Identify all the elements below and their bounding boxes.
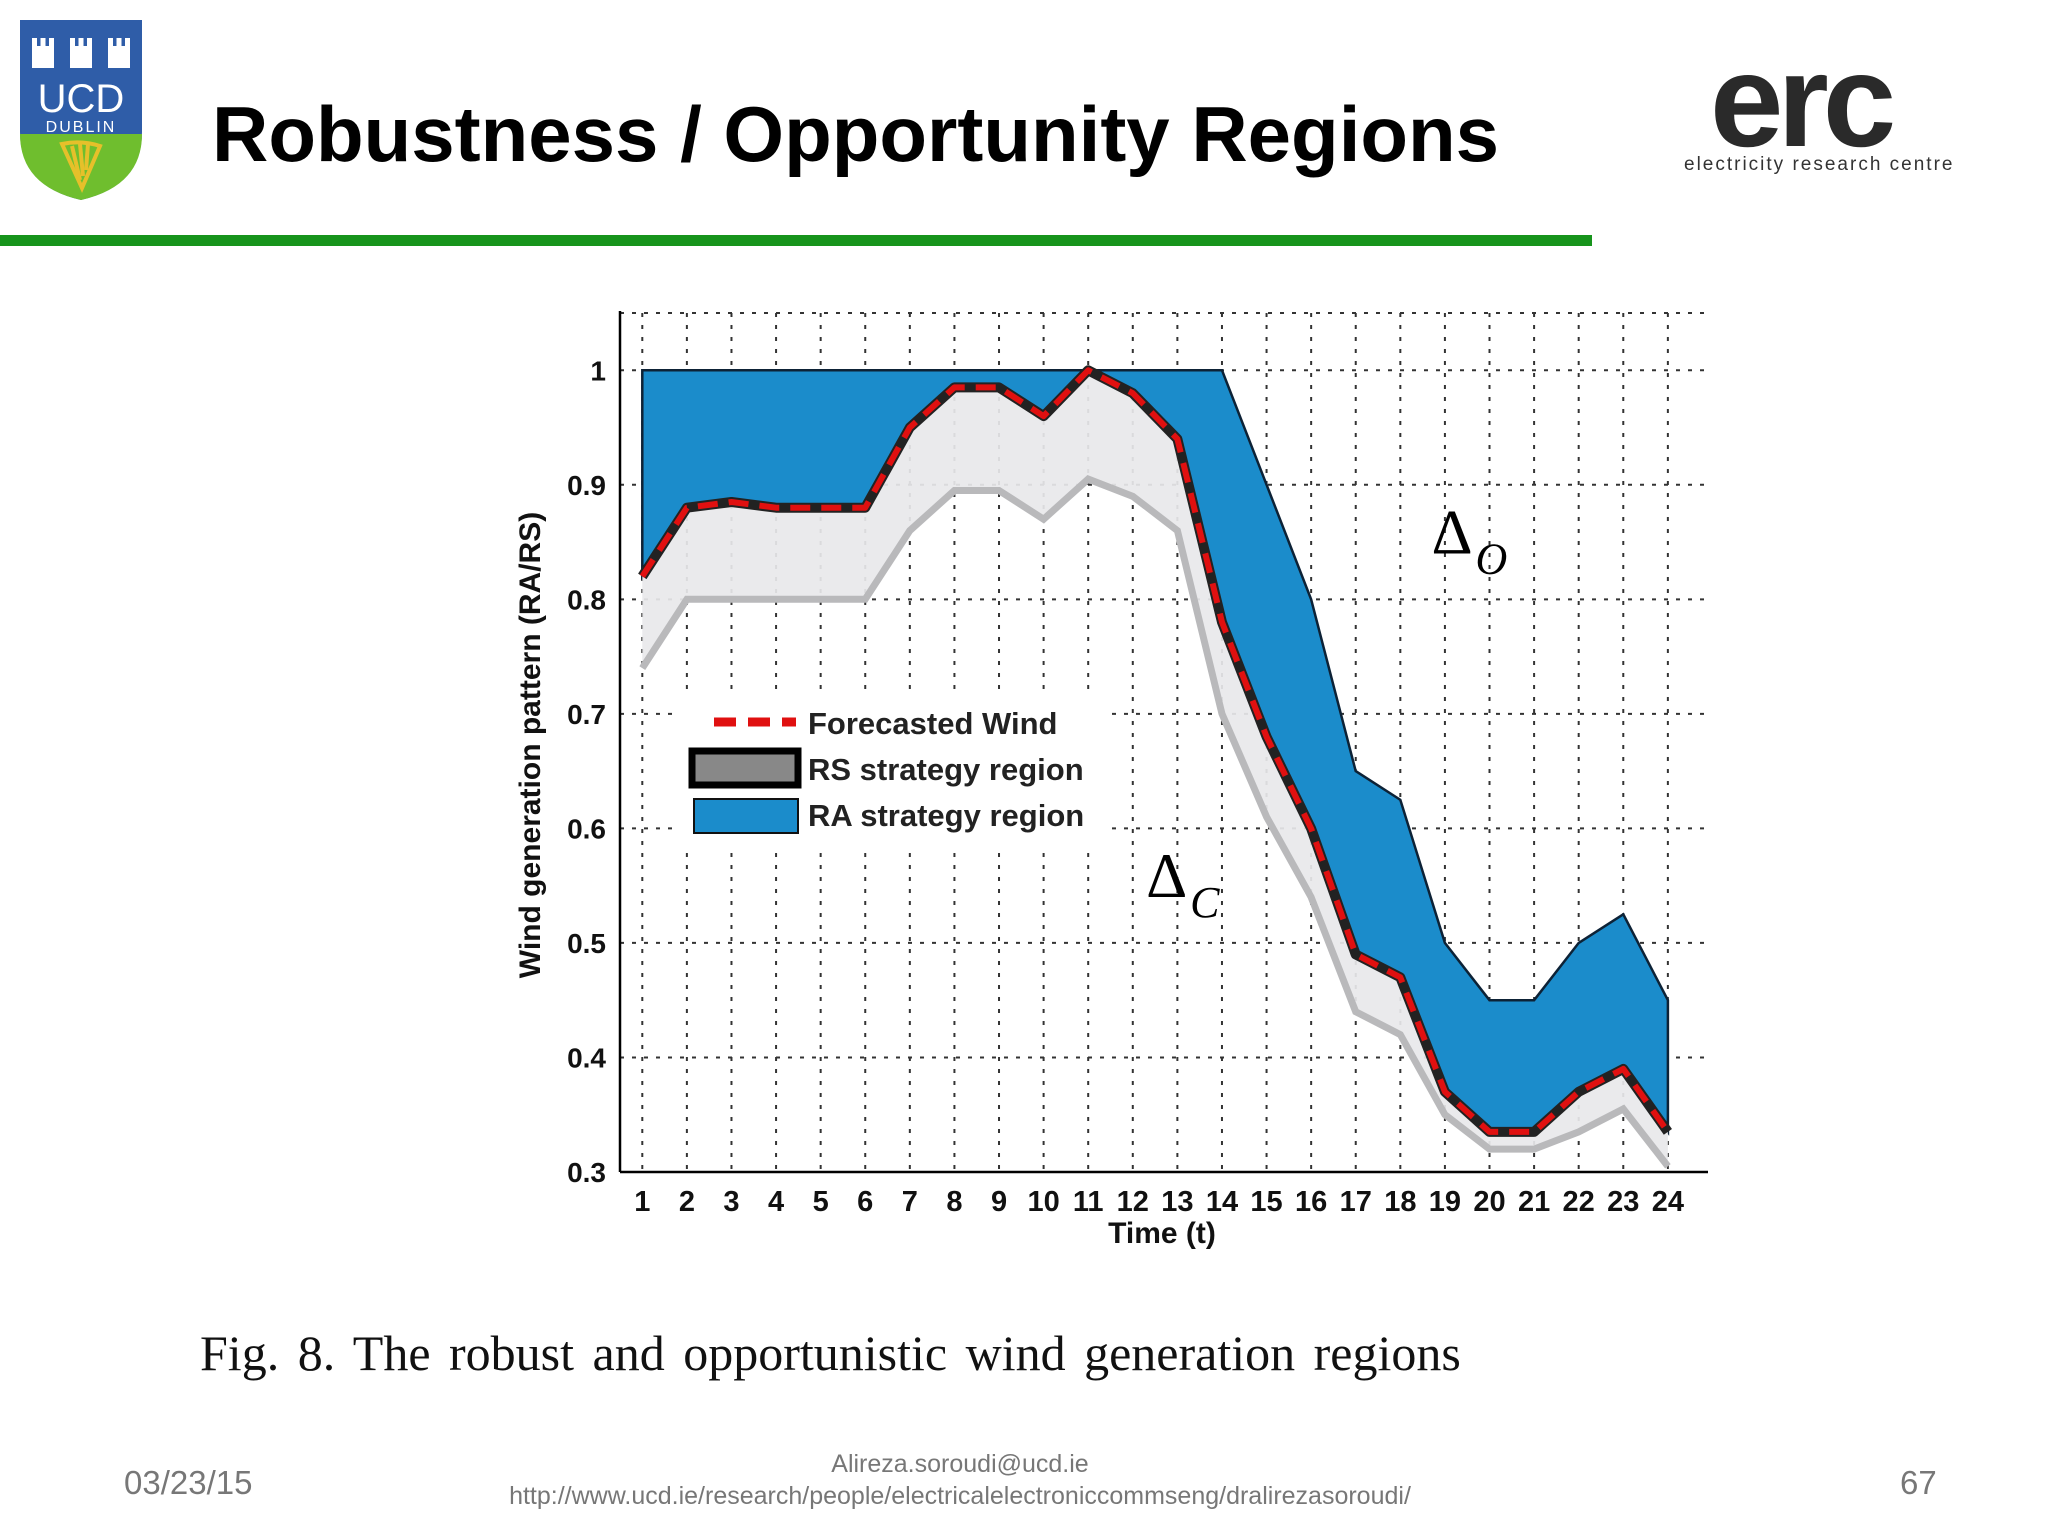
x-axis-label: Time (t) (1108, 1217, 1216, 1250)
y-tick-label: 0.3 (567, 1157, 606, 1188)
y-tick-labels: 0.3 0.4 0.5 0.6 0.7 0.8 0.9 1 (567, 355, 606, 1188)
legend-rs-swatch (688, 747, 802, 789)
erc-logo-subtitle: electricity research centre (1684, 154, 1955, 175)
footer-url[interactable]: http://www.ucd.ie/research/people/electr… (509, 1482, 1411, 1510)
x-tick-label: 7 (902, 1186, 918, 1218)
x-tick-label: 23 (1607, 1186, 1639, 1218)
delta-c-subscript: C (1190, 878, 1220, 927)
legend-ra-label: RA strategy region (808, 798, 1084, 833)
y-tick-label: 0.8 (567, 584, 606, 615)
y-tick-label: 0.5 (567, 928, 606, 959)
x-tick-label: 6 (857, 1186, 873, 1218)
castle-icon (32, 38, 130, 68)
y-tick-label: 0.4 (567, 1042, 606, 1073)
title-divider (0, 235, 1592, 246)
y-tick-label: 0.6 (567, 813, 606, 844)
x-tick-label: 11 (1073, 1186, 1104, 1218)
figure-caption: Fig. 8. The robust and opportunistic win… (200, 1325, 1461, 1381)
footer-page-number: 67 (1900, 1464, 1937, 1501)
x-tick-label: 19 (1429, 1186, 1461, 1218)
x-tick-label: 10 (1027, 1186, 1059, 1218)
y-tick-label: 1 (590, 355, 606, 386)
x-tick-label: 13 (1161, 1186, 1193, 1218)
delta-o-symbol: Δ (1432, 497, 1473, 568)
x-tick-label: 18 (1384, 1186, 1416, 1218)
x-tick-label: 24 (1652, 1186, 1684, 1218)
x-tick-labels: 1 2 3 4 5 6 7 8 9 10 11 12 13 14 15 16 17 18 19 20 21 22 23 24 (634, 1186, 1684, 1218)
x-tick-label: 4 (768, 1186, 784, 1218)
x-tick-label: 12 (1117, 1186, 1149, 1218)
x-tick-label: 2 (679, 1186, 695, 1218)
footer-email[interactable]: Alireza.soroudi@ucd.ie (831, 1450, 1089, 1478)
x-tick-label: 21 (1518, 1186, 1550, 1218)
x-tick-label: 15 (1250, 1186, 1282, 1218)
y-axis-label: Wind generation pattern (RA/RS) (514, 512, 547, 978)
ucd-logo-text: UCD (38, 77, 125, 121)
rs-region-lower-edge (639, 475, 1671, 1169)
x-tick-label: 22 (1563, 1186, 1595, 1218)
delta-c-symbol: Δ (1146, 840, 1187, 911)
legend-forecast-label: Forecasted Wind (808, 706, 1057, 741)
x-tick-label: 8 (946, 1186, 962, 1218)
footer-date: 03/23/15 (124, 1464, 253, 1501)
delta-c-annotation: Δ C (1146, 840, 1220, 927)
chart-axes (618, 311, 1708, 1174)
legend-ra-swatch (693, 798, 799, 834)
ucd-logo: UCD DUBLIN (20, 20, 142, 200)
x-tick-label: 17 (1340, 1186, 1372, 1218)
x-tick-label: 20 (1473, 1186, 1505, 1218)
ucd-logo-subtext: DUBLIN (46, 119, 117, 136)
erc-logo-text: erc (1710, 27, 1896, 174)
footer-contact: Alireza.soroudi@ucd.ie http://www.ucd.ie… (480, 1448, 1440, 1512)
x-tick-label: 1 (634, 1186, 650, 1218)
legend-rs-label: RS strategy region (808, 752, 1084, 787)
x-tick-label: 3 (723, 1186, 739, 1218)
x-tick-label: 16 (1295, 1186, 1327, 1218)
harp-icon (59, 140, 103, 193)
x-tick-label: 14 (1206, 1186, 1238, 1218)
slide-title: Robustness / Opportunity Regions (212, 90, 1500, 178)
forecast-wind-line (639, 367, 1671, 1135)
erc-logo: erc electricity research centre (1670, 35, 1990, 182)
delta-o-subscript: O (1476, 535, 1508, 584)
delta-o-annotation: Δ O (1432, 497, 1508, 584)
y-tick-label: 0.7 (567, 699, 606, 730)
x-tick-label: 9 (991, 1186, 1007, 1218)
y-tick-label: 0.9 (567, 470, 606, 501)
x-tick-label: 5 (813, 1186, 829, 1218)
chart-legend: Forecasted Wind RS strategy region RA st… (676, 696, 1112, 846)
